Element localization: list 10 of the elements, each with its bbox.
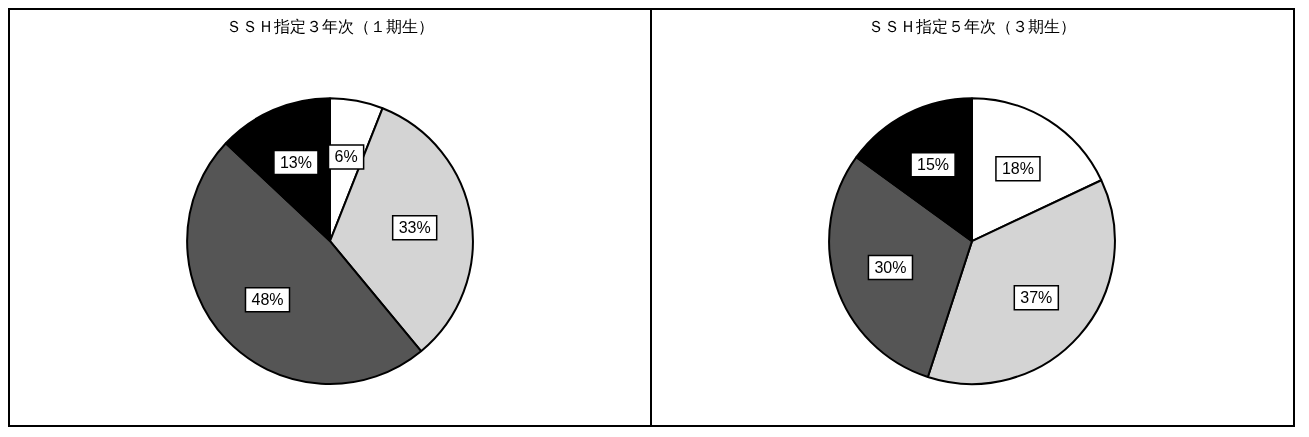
data-label: 30% [874,259,907,276]
data-label: 33% [398,219,431,237]
data-label: 15% [917,156,950,174]
data-label: 48% [251,291,284,309]
chart-title: ＳＳＨ指定３年次（１期生） [226,16,434,36]
data-label: 18% [1001,160,1034,178]
chart-title: ＳＳＨ指定５年次（３期生） [868,16,1076,36]
data-label: 13% [279,153,312,171]
data-label: 6% [334,148,358,166]
data-label: 37% [1020,289,1053,307]
